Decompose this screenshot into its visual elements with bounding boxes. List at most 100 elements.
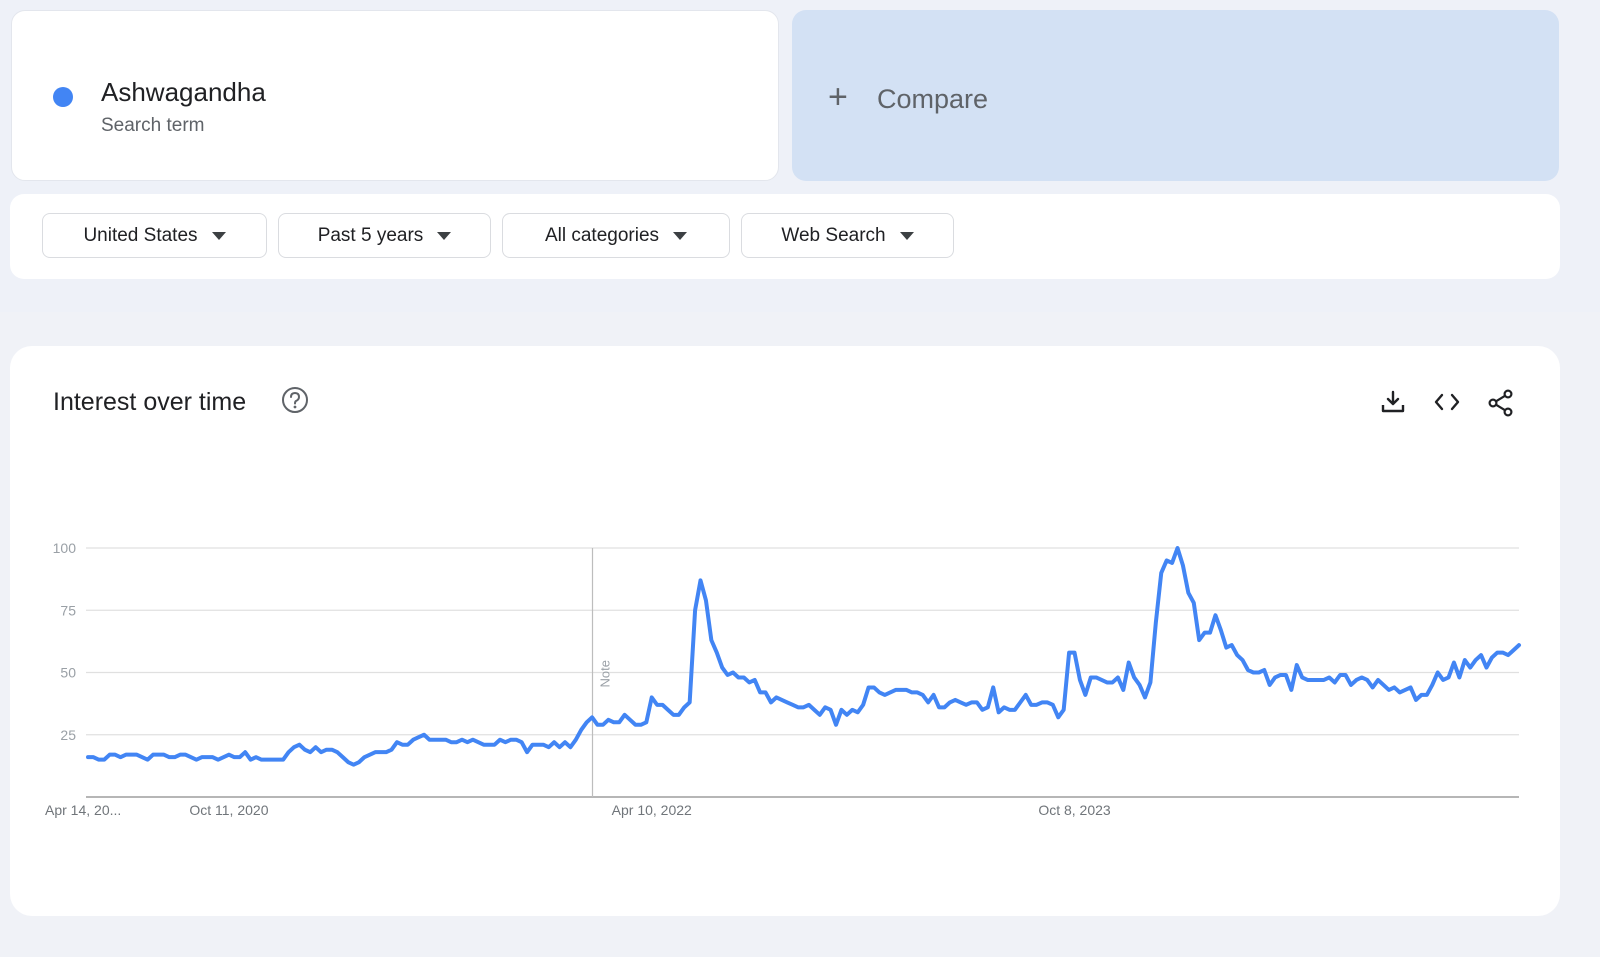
data-point (472, 739, 473, 740)
data-point (299, 744, 300, 745)
data-point (396, 742, 397, 743)
data-point (700, 580, 701, 581)
data-point (158, 754, 159, 755)
data-point (1372, 687, 1373, 688)
data-point (1171, 562, 1172, 563)
series-line (86, 546, 1521, 767)
data-point (104, 759, 105, 760)
data-point (808, 704, 809, 705)
data-point (196, 759, 197, 760)
data-point (1247, 669, 1248, 670)
data-point (743, 677, 744, 678)
data-point (694, 610, 695, 611)
data-point (722, 667, 723, 668)
data-point (510, 739, 511, 740)
data-point (586, 722, 587, 723)
data-point (955, 699, 956, 700)
series-layer (86, 546, 1521, 767)
data-point (1513, 649, 1514, 650)
data-point (331, 749, 332, 750)
panel-title: Interest over time (53, 388, 247, 416)
data-point (1031, 704, 1032, 705)
data-point (1025, 694, 1026, 695)
data-point (93, 757, 94, 758)
data-point (1014, 709, 1015, 710)
data-point (825, 707, 826, 708)
data-point (521, 742, 522, 743)
data-point (505, 742, 506, 743)
data-point (440, 739, 441, 740)
data-point (234, 757, 235, 758)
data-point (1112, 682, 1113, 683)
data-point (1307, 679, 1308, 680)
data-point (575, 739, 576, 740)
data-point (1253, 672, 1254, 673)
data-point (386, 752, 387, 753)
search-term-card[interactable]: Ashwagandha Search term (11, 10, 779, 181)
data-point (1123, 689, 1124, 690)
data-point (982, 709, 983, 710)
data-point (890, 692, 891, 693)
data-point (1074, 652, 1075, 653)
region-dropdown[interactable]: United States (42, 213, 267, 258)
data-point (1003, 707, 1004, 708)
data-point (1497, 652, 1498, 653)
data-point (1085, 694, 1086, 695)
data-point (1188, 592, 1189, 593)
data-point (326, 749, 327, 750)
data-point (1399, 692, 1400, 693)
data-point (624, 714, 625, 715)
data-point (1508, 654, 1509, 655)
data-point (1426, 694, 1427, 695)
search-type-dropdown[interactable]: Web Search (741, 213, 954, 258)
data-point (928, 702, 929, 703)
data-point (803, 707, 804, 708)
embed-code-icon[interactable] (1433, 389, 1461, 415)
data-point (1405, 689, 1406, 690)
data-point (1437, 672, 1438, 673)
category-dropdown[interactable]: All categories (502, 213, 730, 258)
help-icon[interactable] (281, 386, 309, 414)
data-point (1166, 560, 1167, 561)
data-point (846, 714, 847, 715)
data-point (1264, 669, 1265, 670)
data-point (245, 752, 246, 753)
data-point (223, 757, 224, 758)
data-point (1285, 674, 1286, 675)
data-point (1415, 699, 1416, 700)
compare-button[interactable]: + Compare (792, 10, 1559, 181)
data-point (1318, 679, 1319, 680)
note-annotation: Note (591, 548, 613, 797)
data-point (998, 712, 999, 713)
data-point (1155, 622, 1156, 623)
data-point (407, 744, 408, 745)
data-point (749, 682, 750, 683)
data-point (635, 724, 636, 725)
data-point (581, 729, 582, 730)
data-point (608, 719, 609, 720)
data-point (1345, 674, 1346, 675)
data-point (131, 754, 132, 755)
data-point (911, 692, 912, 693)
data-point (960, 702, 961, 703)
data-point (283, 759, 284, 760)
data-point (765, 692, 766, 693)
data-point (429, 739, 430, 740)
data-point (369, 754, 370, 755)
data-point (217, 759, 218, 760)
time-range-dropdown[interactable]: Past 5 years (278, 213, 491, 258)
data-point (933, 694, 934, 695)
data-point (516, 739, 517, 740)
download-icon[interactable] (1380, 389, 1406, 415)
share-icon[interactable] (1487, 389, 1515, 417)
data-point (597, 724, 598, 725)
data-point (1269, 684, 1270, 685)
data-point (467, 742, 468, 743)
x-axis-ticks: Apr 14, 20... Oct 11, 2020 Apr 10, 2022 Oct… (45, 802, 1111, 818)
search-term-name[interactable]: Ashwagandha (101, 77, 266, 107)
data-point (109, 754, 110, 755)
data-point (1079, 679, 1080, 680)
data-point (1063, 709, 1064, 710)
data-point (657, 704, 658, 705)
